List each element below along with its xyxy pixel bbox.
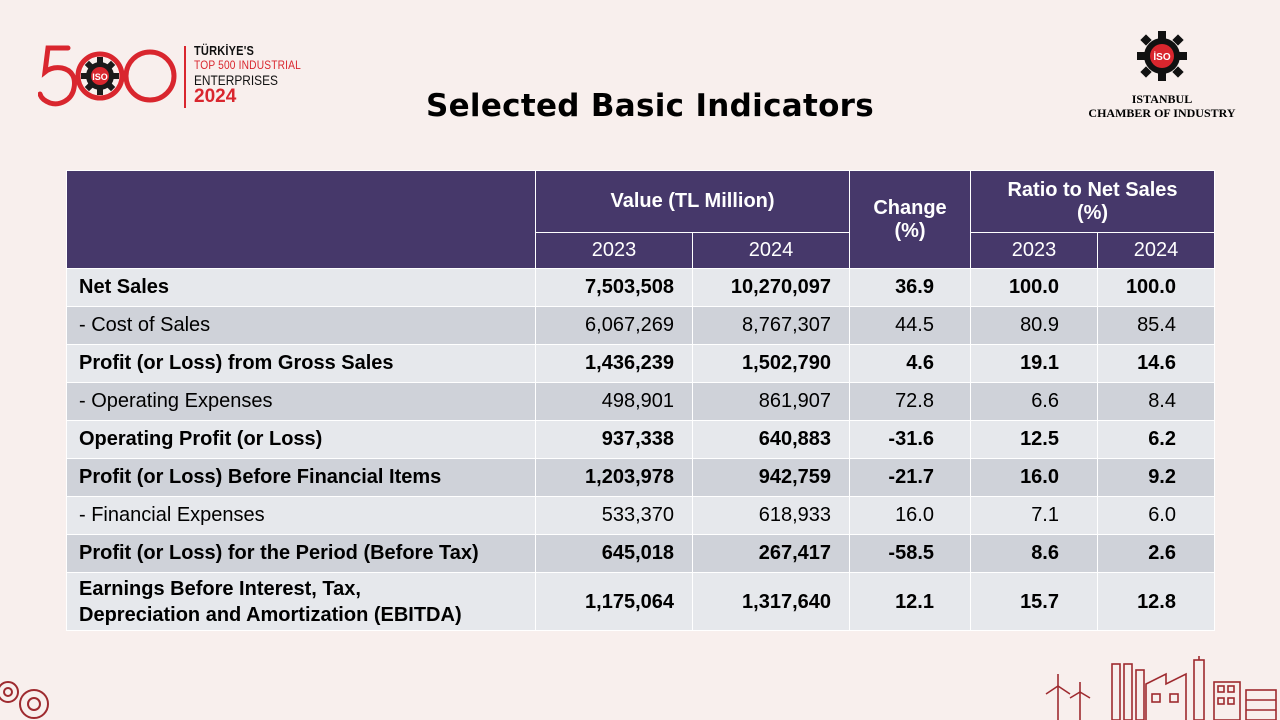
org-name-line-1: ISTANBUL — [1131, 92, 1193, 106]
iso-gear-icon: İSO — [1137, 31, 1187, 81]
value-2023: 498,901 — [535, 382, 693, 421]
row-label: Profit (or Loss) from Gross Sales — [66, 344, 536, 383]
change-pct: 4.6 — [849, 344, 971, 383]
header-change-line2: (%) — [894, 219, 926, 242]
ratio-2024: 9.2 — [1097, 458, 1215, 497]
ratio-2024: 8.4 — [1097, 382, 1215, 421]
indicators-table: Value (TL Million) Change (%) Ratio to N… — [66, 170, 1215, 631]
ratio-2023: 8.6 — [970, 534, 1098, 573]
header-ratio-line1: Ratio to Net Sales — [1007, 178, 1178, 201]
table-row: Operating Profit (or Loss) 937,338 640,8… — [66, 420, 1215, 459]
header-change: Change (%) — [849, 170, 971, 269]
header-year: 2024 — [692, 232, 850, 269]
row-label: Profit (or Loss) for the Period (Before … — [66, 534, 536, 573]
logo-line-3: ENTERPRISES — [194, 72, 278, 88]
ratio-2023: 6.6 — [970, 382, 1098, 421]
ratio-2024: 12.8 — [1097, 572, 1215, 631]
ratio-2024: 2.6 — [1097, 534, 1215, 573]
table-row: - Financial Expenses 533,370 618,933 16.… — [66, 496, 1215, 535]
table-row: - Cost of Sales 6,067,269 8,767,307 44.5… — [66, 306, 1215, 345]
ratio-2023: 15.7 — [970, 572, 1098, 631]
ratio-2024: 100.0 — [1097, 268, 1215, 307]
value-2024: 1,317,640 — [692, 572, 850, 631]
value-2023: 7,503,508 — [535, 268, 693, 307]
value-2024: 618,933 — [692, 496, 850, 535]
row-label-line2: Depreciation and Amortization (EBITDA) — [79, 603, 462, 626]
logo-line-1: TÜRKİYE'S — [194, 43, 255, 58]
row-label: Profit (or Loss) Before Financial Items — [66, 458, 536, 497]
value-2023: 937,338 — [535, 420, 693, 459]
row-label-line1: Earnings Before Interest, Tax, — [79, 577, 361, 600]
header-change-line1: Change — [873, 196, 947, 219]
row-label: - Operating Expenses — [66, 382, 536, 421]
change-pct: -21.7 — [849, 458, 971, 497]
table-row: - Operating Expenses 498,901 861,907 72.… — [66, 382, 1215, 421]
iso-emblem-text: İSO — [1153, 50, 1170, 63]
ratio-2023: 80.9 — [970, 306, 1098, 345]
org-name-line-2: CHAMBER OF INDUSTRY — [1088, 106, 1236, 120]
value-2024: 942,759 — [692, 458, 850, 497]
header-blank — [66, 170, 536, 269]
value-2023: 533,370 — [535, 496, 693, 535]
change-pct: 72.8 — [849, 382, 971, 421]
logo-divider — [184, 46, 186, 108]
row-label: Earnings Before Interest, Tax, Depreciat… — [66, 572, 536, 631]
ratio-2024: 14.6 — [1097, 344, 1215, 383]
value-2024: 267,417 — [692, 534, 850, 573]
value-2023: 1,175,064 — [535, 572, 693, 631]
value-2023: 6,067,269 — [535, 306, 693, 345]
change-pct: 12.1 — [849, 572, 971, 631]
ratio-2023: 100.0 — [970, 268, 1098, 307]
value-2024: 8,767,307 — [692, 306, 850, 345]
change-pct: 16.0 — [849, 496, 971, 535]
table-row: Profit (or Loss) Before Financial Items … — [66, 458, 1215, 497]
table-row: Profit (or Loss) from Gross Sales 1,436,… — [66, 344, 1215, 383]
row-label: - Financial Expenses — [66, 496, 536, 535]
value-2024: 1,502,790 — [692, 344, 850, 383]
gears-decoration-icon — [0, 681, 49, 719]
iso-logo: İSO ISTANBUL CHAMBER OF INDUSTRY — [1070, 30, 1254, 120]
header-year: 2023 — [535, 232, 693, 269]
value-2023: 645,018 — [535, 534, 693, 573]
row-label: - Cost of Sales — [66, 306, 536, 345]
table-row: Earnings Before Interest, Tax, Depreciat… — [66, 572, 1215, 631]
ratio-2023: 7.1 — [970, 496, 1098, 535]
header-value: Value (TL Million) — [535, 170, 850, 233]
ratio-2023: 16.0 — [970, 458, 1098, 497]
value-2023: 1,203,978 — [535, 458, 693, 497]
svg-text:ISO: ISO — [92, 72, 108, 82]
logo-year: 2024 — [194, 86, 237, 107]
ratio-2024: 6.0 — [1097, 496, 1215, 535]
row-label: Net Sales — [66, 268, 536, 307]
top500-emblem: ISO — [38, 45, 177, 107]
ratio-2023: 12.5 — [970, 420, 1098, 459]
top500-wordmark: TÜRKİYE'S TOP 500 INDUSTRIAL ENTERPRISES… — [194, 44, 320, 106]
value-2023: 1,436,239 — [535, 344, 693, 383]
row-label: Operating Profit (or Loss) — [66, 420, 536, 459]
change-pct: 44.5 — [849, 306, 971, 345]
table-row: Profit (or Loss) for the Period (Before … — [66, 534, 1215, 573]
ratio-2024: 6.2 — [1097, 420, 1215, 459]
ratio-2024: 85.4 — [1097, 306, 1215, 345]
ratio-2023: 19.1 — [970, 344, 1098, 383]
change-pct: -31.6 — [849, 420, 971, 459]
value-2024: 10,270,097 — [692, 268, 850, 307]
header-ratio-line2: (%) — [1076, 201, 1109, 224]
value-2024: 640,883 — [692, 420, 850, 459]
header-year: 2024 — [1097, 232, 1215, 269]
value-2024: 861,907 — [692, 382, 850, 421]
logo-line-2: TOP 500 INDUSTRIAL — [194, 58, 301, 72]
header-ratio: Ratio to Net Sales (%) — [970, 170, 1215, 233]
top500-logo: ISO TÜRKİYE'S TOP 500 INDUSTRIAL ENTERPR… — [38, 40, 301, 120]
change-pct: 36.9 — [849, 268, 971, 307]
table-row: Net Sales 7,503,508 10,270,097 36.9 100.… — [66, 268, 1215, 307]
change-pct: -58.5 — [849, 534, 971, 573]
page-title: Selected Basic Indicators — [425, 88, 875, 124]
header-year: 2023 — [970, 232, 1098, 269]
factory-skyline-icon — [1045, 656, 1277, 720]
